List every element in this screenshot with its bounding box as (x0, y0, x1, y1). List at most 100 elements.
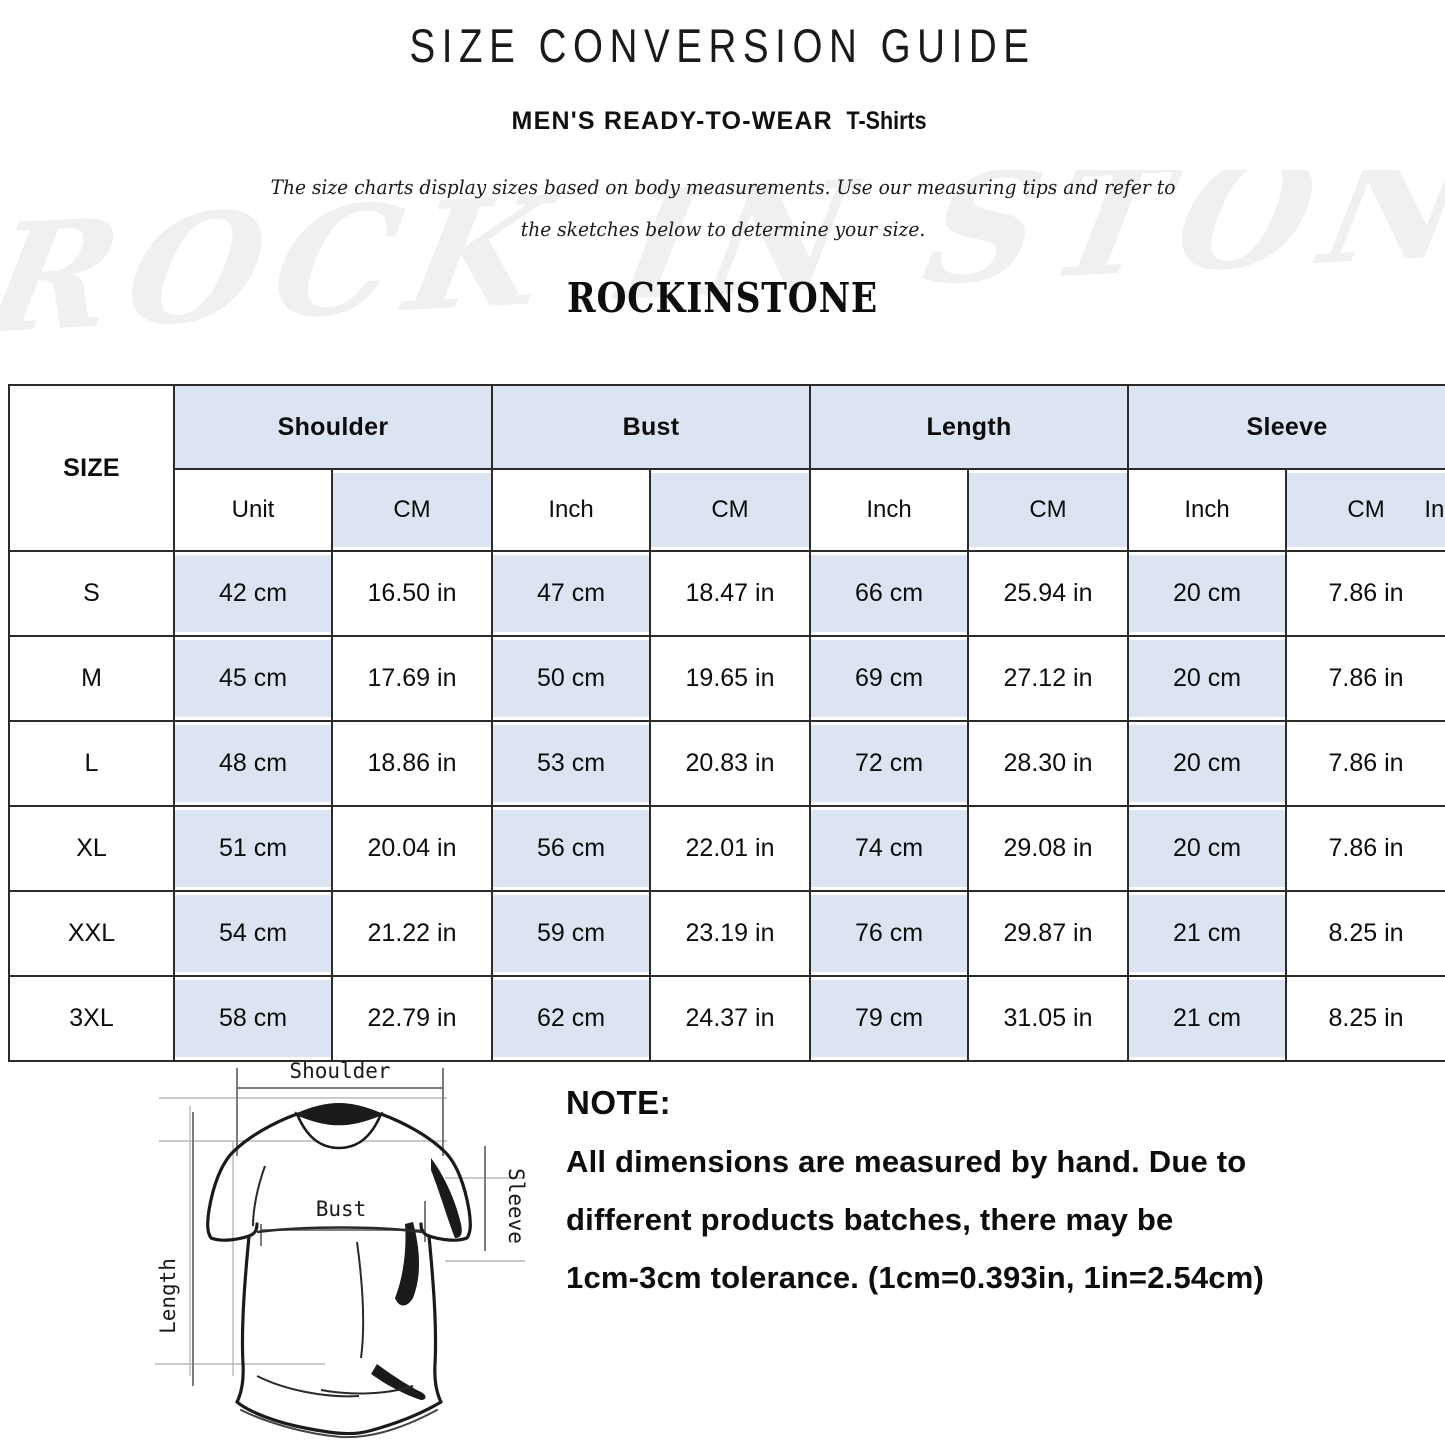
bottom-section: Shoulder Bust Length Sleeve NOTE: All di… (0, 1046, 1445, 1445)
cell-xl-cm-1: 56 cm (491, 805, 651, 892)
cell-value: 59 cm (493, 895, 649, 972)
unit-length-cm: CM (967, 468, 1130, 552)
cell-m-cm-3: 20 cm (1127, 635, 1288, 722)
cell-m-inch-1: 19.65 in (648, 635, 812, 722)
header-group-length: Length (809, 384, 1130, 470)
cell-xl-inch-2: 29.08 in (967, 805, 1130, 892)
cell-value: 51 cm (175, 810, 331, 887)
unit-sleeve-cm: CM (1285, 468, 1445, 552)
cell-3xl-cm-1: 62 cm (491, 975, 651, 1062)
cell-s-inch-2: 25.94 in (967, 550, 1130, 637)
unit-bust-inch-label: Inch (811, 470, 968, 550)
cell-xxl-inch-3: 8.25 in (1285, 890, 1445, 977)
cell-size-s: S (8, 550, 175, 637)
unit-length-inch-label: Inch (1129, 470, 1286, 550)
cell-m-cm-1: 50 cm (491, 635, 651, 722)
cell-value: 27.12 in (969, 637, 1128, 720)
cell-value: 74 cm (811, 810, 968, 887)
cell-xl-inch-3: 7.86 in (1285, 805, 1445, 892)
cell-xxl-cm-0: 54 cm (173, 890, 333, 977)
tshirt-collar (294, 1102, 384, 1150)
cell-3xl-cm-3: 21 cm (1127, 975, 1288, 1062)
cell-value: 17.69 in (333, 637, 491, 720)
cell-l-inch-2: 28.30 in (967, 720, 1130, 807)
header-group-shoulder: Shoulder (173, 384, 493, 470)
diagram-shoulder-label: Shoulder (289, 1059, 390, 1083)
unit-shoulder-inch-label: Inch (493, 470, 649, 550)
brand-name: ROCKINSTONE (566, 274, 879, 322)
cell-l-cm-3: 20 cm (1127, 720, 1288, 807)
cell-value: 42 cm (175, 555, 331, 632)
cell-xl-cm-3: 20 cm (1127, 805, 1288, 892)
page-subtitle: MEN'S READY-TO-WEAR T-Shirts (0, 73, 1445, 136)
table-row: XL 51 cm 20.04 in 56 cm 22.01 in 74 cm 29.08 i… (8, 805, 1445, 892)
cell-xxl-cm-2: 76 cm (809, 890, 970, 977)
cell-value: 50 cm (493, 640, 649, 717)
cell-size-xxl: XXL (8, 890, 175, 977)
cell-value: 16.50 in (333, 552, 491, 635)
table-row: S 42 cm 16.50 in 47 cm 18.47 in 66 cm 25.94 in… (8, 550, 1445, 637)
cell-m-inch-2: 27.12 in (967, 635, 1130, 722)
table-row: XXL 54 cm 21.22 in 59 cm 23.19 in 76 cm 29.87 … (8, 890, 1445, 977)
cell-3xl-cm-2: 79 cm (809, 975, 970, 1062)
cell-xxl-inch-0: 21.22 in (331, 890, 493, 977)
tshirt-measurement-diagram: Shoulder Bust Length Sleeve (145, 1046, 540, 1445)
unit-length-cm-label: CM (969, 473, 1128, 547)
cell-value: 69 cm (811, 640, 968, 717)
cell-m-inch-0: 17.69 in (331, 635, 493, 722)
unit-bust-cm-label: CM (651, 473, 810, 547)
note-line-3: 1cm-3cm tolerance. (1cm=0.393in, 1in=2.5… (566, 1260, 1265, 1295)
cell-value: 21 cm (1129, 980, 1286, 1057)
header-size: SIZE (8, 384, 175, 552)
cell-s-inch-1: 18.47 in (648, 550, 812, 637)
table-body: S 42 cm 16.50 in 47 cm 18.47 in 66 cm 25.94 in… (8, 550, 1445, 1062)
cell-size-l: L (8, 720, 175, 807)
cell-xxl-inch-1: 23.19 in (648, 890, 812, 977)
cell-size-3xl: 3XL (8, 975, 175, 1062)
cell-value: 21.22 in (333, 892, 491, 975)
cell-value: 7.86 in (1287, 807, 1445, 890)
cell-3xl-cm-0: 58 cm (173, 975, 333, 1062)
cell-value: 29.87 in (969, 892, 1128, 975)
size-conversion-table: SIZE Shoulder Bust Length Sleeve Unit CM… (8, 384, 1445, 1062)
cell-value: 66 cm (811, 555, 968, 632)
cell-value: 20 cm (1129, 555, 1286, 632)
cell-xl-inch-1: 22.01 in (648, 805, 812, 892)
cell-value: 8.25 in (1287, 977, 1445, 1060)
cell-s-cm-2: 66 cm (809, 550, 970, 637)
cell-3xl-inch-0: 22.79 in (331, 975, 493, 1062)
cell-value: 72 cm (811, 725, 968, 802)
unit-shoulder-inch: Inch (491, 468, 651, 552)
page-description: The size charts display sizes based on b… (270, 175, 1175, 241)
cell-s-cm-1: 47 cm (491, 550, 651, 637)
cell-value: 47 cm (493, 555, 649, 632)
bust-measure-line (256, 1226, 424, 1234)
table-head: SIZE Shoulder Bust Length Sleeve Unit CM… (8, 384, 1445, 552)
unit-bust-inch: Inch (809, 468, 970, 552)
cell-value: 56 cm (493, 810, 649, 887)
cell-value: 20.04 in (333, 807, 491, 890)
cell-value: 23.19 in (651, 892, 810, 975)
cell-s-inch-3: 7.86 in (1285, 550, 1445, 637)
cell-xl-cm-2: 74 cm (809, 805, 970, 892)
cell-value: 7.86 in (1287, 552, 1445, 635)
tshirt-outline (206, 1112, 472, 1439)
table-row: M 45 cm 17.69 in 50 cm 19.65 in 69 cm 27.12 in… (8, 635, 1445, 722)
unit-shoulder-cm-label: CM (333, 473, 491, 547)
cell-value: 54 cm (175, 895, 331, 972)
cell-s-cm-0: 42 cm (173, 550, 333, 637)
cell-value: 18.86 in (333, 722, 491, 805)
cell-value: 29.08 in (969, 807, 1128, 890)
cell-value: 20 cm (1129, 725, 1286, 802)
cell-l-inch-3: 7.86 in (1285, 720, 1445, 807)
cell-value: 22.79 in (333, 977, 491, 1060)
cell-value: 20.83 in (651, 722, 810, 805)
note-line-2: different products batches, there may be (566, 1202, 1174, 1237)
unit-sleeve-cm-label: CM (1287, 473, 1445, 547)
cell-xxl-inch-2: 29.87 in (967, 890, 1130, 977)
cell-value: 48 cm (175, 725, 331, 802)
cell-l-inch-1: 20.83 in (648, 720, 812, 807)
cell-l-cm-2: 72 cm (809, 720, 970, 807)
document-header: SIZE CONVERSION GUIDE MEN'S READY-TO-WEA… (0, 0, 1445, 322)
note-line-1: All dimensions are measured by hand. Due… (566, 1144, 1247, 1179)
